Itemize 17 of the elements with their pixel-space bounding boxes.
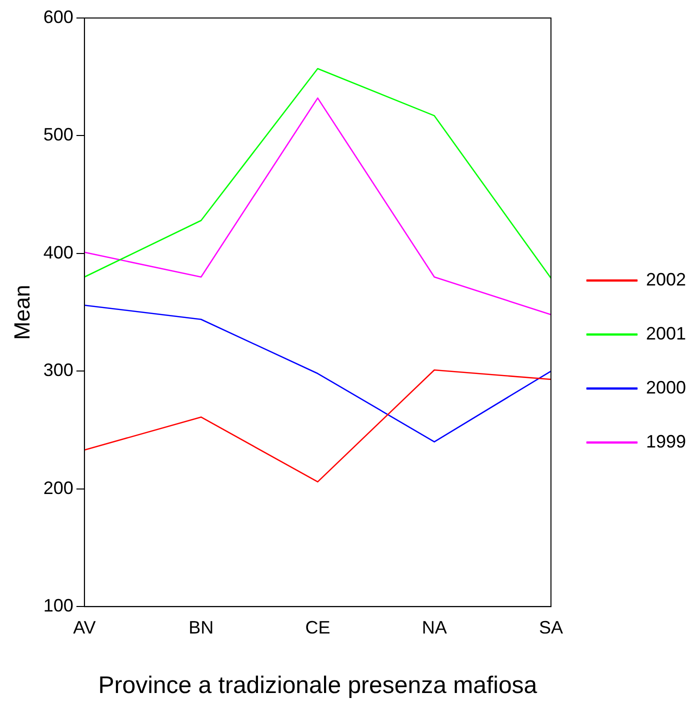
y-tick-label: 100 [43, 596, 74, 616]
legend-label: 1999 [646, 431, 686, 452]
legend-label: 2002 [646, 269, 686, 290]
x-tick-label: NA [422, 617, 447, 638]
legend-label: 2001 [646, 323, 686, 344]
y-tick-label: 600 [43, 6, 74, 27]
y-tick-label: 400 [43, 242, 74, 262]
x-tick-label: BN [188, 617, 214, 638]
x-tick-label: CE [305, 617, 330, 638]
x-tick-label: SA [538, 617, 563, 638]
x-tick-label: AV [73, 617, 96, 638]
legend-label: 2000 [646, 377, 686, 398]
y-tick-label: 500 [43, 124, 74, 145]
x-axis-title: Province a tradizionale presenza mafiosa [98, 672, 538, 700]
y-tick-label: 200 [43, 478, 74, 498]
y-tick-label: 300 [43, 360, 74, 380]
y-axis-title: Mean [9, 284, 34, 340]
